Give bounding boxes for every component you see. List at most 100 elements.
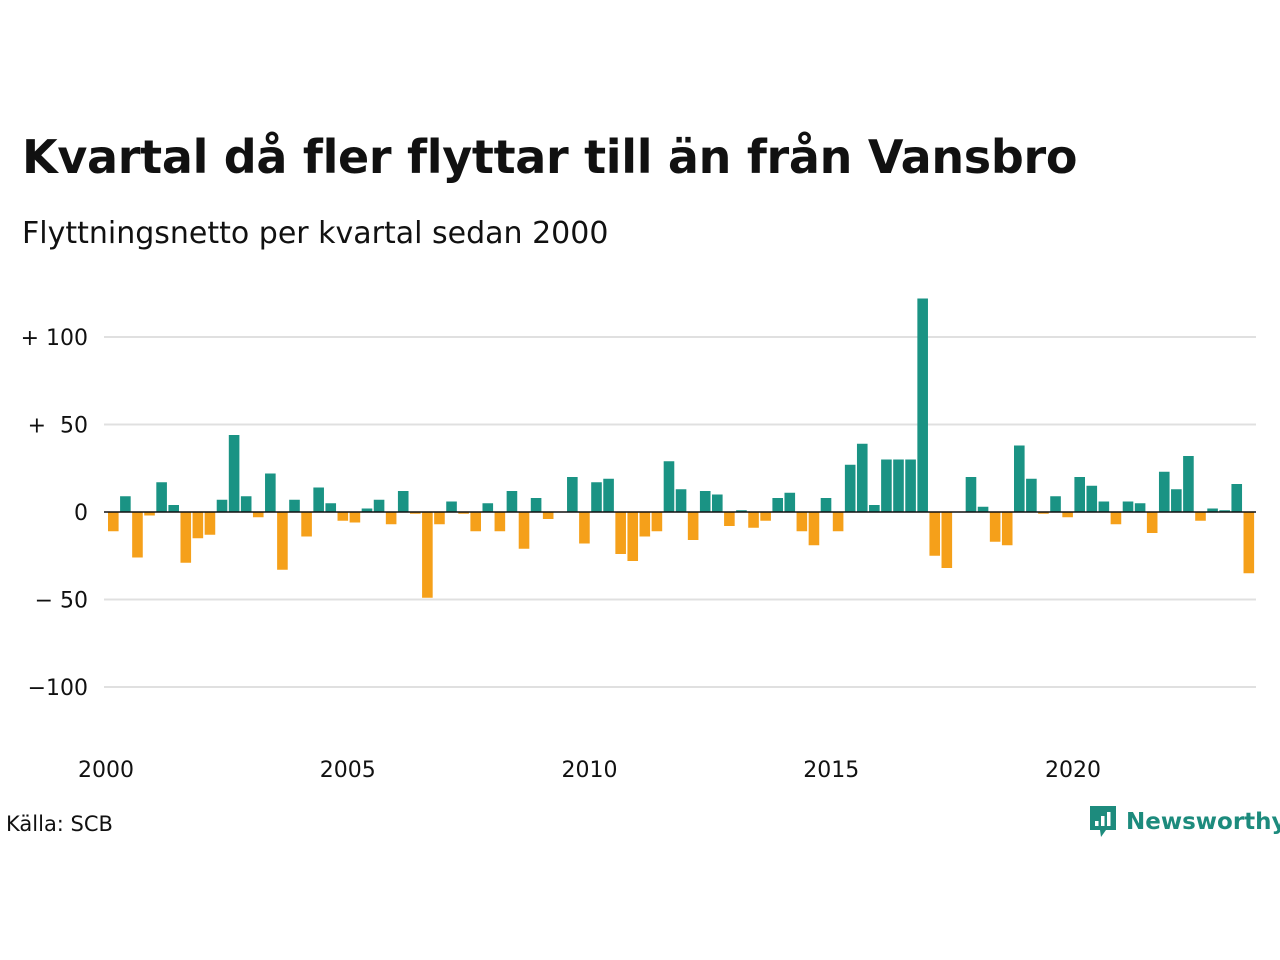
bar-2013-k1 [736,510,747,512]
bar-2007-k3 [470,512,481,532]
gridlines [104,336,1256,688]
bar-2000-k4 [144,512,155,516]
bar-2010-k1 [591,482,602,512]
y-tick-label: −100 [28,676,88,701]
bar-2004-k1 [301,512,312,537]
bar-2004-k2 [313,487,324,512]
x-tick-label: 2015 [803,758,859,783]
bar-2021-k1 [1122,501,1134,512]
bar-2001-k2 [168,505,179,512]
bar-2008-k3 [518,512,530,549]
bar-2019-k1 [1026,478,1037,512]
bar-2012-k2 [699,491,711,512]
bar-2004-k3 [325,503,337,512]
bar-2005-k3 [373,499,385,512]
y-tick-label: − 50 [35,589,88,614]
bar-2015-k4 [869,505,880,512]
bar-2011-k1 [639,512,651,537]
bar-2017-k4 [965,477,977,512]
bar-2014-k2 [796,512,808,532]
bar-2019-k3 [1050,496,1061,512]
bar-2016-k3 [905,459,916,512]
bar-2018-k3 [1001,512,1013,546]
bar-2007-k1 [446,501,457,512]
y-axis-ticks: + 100 + 50 0 − 50 −100 [21,326,88,701]
x-tick-label: 2000 [78,758,134,783]
bar-2007-k4 [482,503,494,512]
bar-2017-k2 [941,512,953,568]
bar-2018-k1 [977,506,989,512]
bar-2003-k4 [289,499,300,512]
bar-2020-k1 [1074,477,1085,512]
bar-2019-k2 [1038,512,1049,514]
bar-2005-k1 [349,512,361,523]
source-note: Källa: SCB [6,812,113,836]
bar-2009-k4 [579,512,590,544]
bar-2007-k2 [458,512,469,514]
bar-2013-k3 [760,512,771,521]
y-tick-label: + 100 [21,326,88,351]
bar-2018-k2 [989,512,1001,542]
bar-2020-k2 [1086,485,1098,512]
bar-2000-k2 [120,496,131,512]
bar-2000-k3 [132,512,143,558]
bar-2002-k2 [216,499,228,512]
bar-2010-k3 [615,512,626,554]
bar-2006-k4 [434,512,445,525]
bar-2022-k2 [1183,456,1194,512]
x-axis-ticks: 2000 2005 2010 2015 2020 [78,758,1101,783]
bar-2014-k3 [808,512,820,546]
brand-logo[interactable]: Newsworthy [1088,804,1280,840]
bar-2011-k3 [663,461,675,512]
newsworthy-logo-icon [1090,806,1116,837]
bar-2003-k2 [265,473,276,512]
bar-2023-k1 [1219,510,1230,512]
bar-2002-k4 [240,496,252,512]
chart-title: Kvartal då fler flyttar till än från Van… [22,130,1078,184]
bar-2019-k4 [1062,512,1073,518]
bar-2003-k1 [252,512,264,518]
bar-2008-k4 [530,498,542,512]
bar-2011-k4 [675,489,687,512]
bar-2014-k1 [784,492,796,512]
bar-2016-k1 [881,459,892,512]
bar-2008-k2 [506,491,518,512]
bar-2022-k1 [1171,489,1182,512]
x-tick-label: 2005 [320,758,376,783]
bar-2006-k2 [410,512,421,514]
bar-2000-k1 [108,512,119,532]
bar-2009-k1 [542,512,554,519]
bar-2015-k3 [856,443,868,512]
bar-2005-k2 [361,508,373,512]
bar-2017-k1 [929,512,941,556]
bar-2002-k1 [204,512,216,535]
x-tick-label: 2010 [562,758,618,783]
bars [108,298,1255,598]
bar-2003-k3 [277,512,288,570]
bar-2010-k2 [603,478,614,512]
bar-2013-k2 [748,512,759,528]
bar-2006-k3 [422,512,433,598]
bar-2002-k3 [228,435,240,512]
bar-2014-k4 [820,498,832,512]
bar-2010-k4 [627,512,639,561]
bar-2022-k3 [1195,512,1206,521]
bar-2015-k1 [832,512,844,532]
bar-2011-k2 [651,512,663,532]
bar-2004-k4 [337,512,349,521]
bar-2021-k2 [1134,503,1146,512]
y-tick-label: 0 [74,501,88,526]
brand-name: Newsworthy [1126,809,1280,835]
bar-2018-k4 [1014,445,1025,512]
bar-2020-k3 [1098,501,1110,512]
bar-2006-k1 [397,491,409,512]
bar-2020-k4 [1110,512,1122,525]
bar-2021-k3 [1146,512,1158,533]
x-tick-label: 2020 [1045,758,1101,783]
bar-2023-k2 [1231,484,1243,512]
bar-2022-k4 [1207,508,1218,512]
bar-2012-k1 [687,512,699,540]
bar-2016-k4 [917,298,928,512]
bar-2008-k1 [494,512,506,532]
